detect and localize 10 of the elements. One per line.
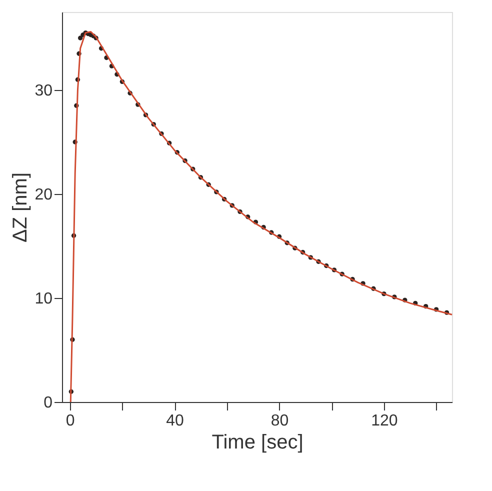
y-axis-title: ΔZ [nm] bbox=[10, 172, 32, 243]
x-tick-label: 40 bbox=[166, 412, 184, 430]
x-tick-label: 80 bbox=[270, 412, 289, 430]
y-tick-label: 20 bbox=[34, 186, 53, 204]
y-tick-label: 10 bbox=[34, 290, 53, 308]
y-tick-label: 0 bbox=[44, 394, 53, 412]
x-tick-label: 120 bbox=[371, 412, 398, 430]
x-tick-label: 0 bbox=[66, 412, 75, 430]
y-tick-label: 30 bbox=[34, 82, 53, 100]
x-axis-title: Time [sec] bbox=[212, 432, 304, 454]
